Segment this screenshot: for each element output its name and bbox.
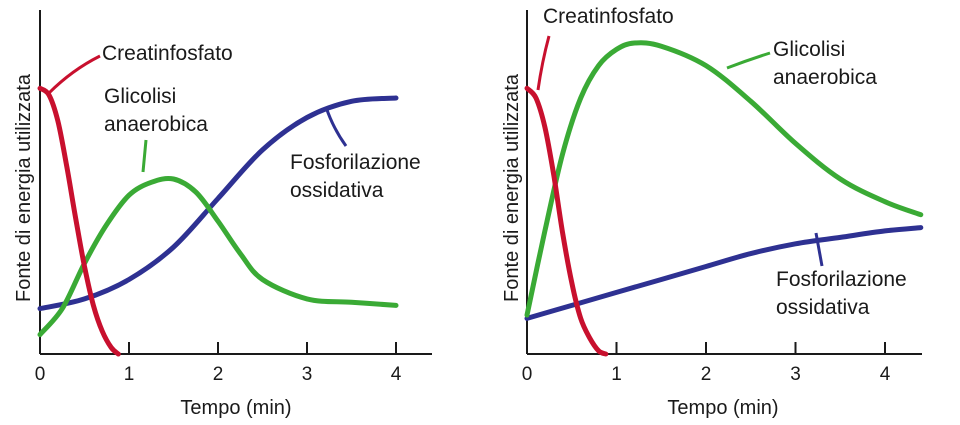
- series-line-fosforilazione-ossidativa: [524, 225, 924, 321]
- panel-right-chart: 0 1 2 3 4 Fonte di energia utilizzata Tempo …: [501, 5, 924, 419]
- x-tick-label-0: 0: [522, 364, 533, 385]
- leader-creatinfosfato: [47, 54, 101, 95]
- label-fosforilazione-line1: Fosforilazione: [776, 268, 907, 291]
- x-tick-label-4: 4: [391, 364, 402, 385]
- series-curves: [37, 85, 399, 357]
- x-tick-label-3: 3: [302, 364, 313, 385]
- x-tick-label-3: 3: [790, 364, 801, 385]
- leader-fosforilazione: [324, 106, 348, 147]
- label-glicolisi-line1: Glicolisi: [773, 38, 845, 61]
- series-line-fosforilazione-ossidativa: [37, 95, 399, 312]
- y-axis-label: Fonte di energia utilizzata: [13, 73, 35, 302]
- label-fosforilazione-line1: Fosforilazione: [290, 151, 421, 174]
- label-fosforilazione-line2: ossidativa: [776, 296, 870, 319]
- label-creatinfosfato: Creatinfosfato: [102, 42, 233, 65]
- series-line-glicolisi-anaerobica: [524, 40, 924, 318]
- x-ticks: 0 1 2 3 4: [35, 342, 402, 385]
- leader-creatinfosfato: [536, 35, 551, 91]
- x-tick-label-2: 2: [213, 364, 224, 385]
- leader-glicolisi: [726, 51, 771, 70]
- label-creatinfosfato: Creatinfosfato: [543, 5, 674, 28]
- x-tick-label-2: 2: [701, 364, 712, 385]
- label-glicolisi-line2: anaerobica: [104, 113, 208, 136]
- x-axis-label: Tempo (min): [180, 397, 291, 419]
- label-fosforilazione-line2: ossidativa: [290, 179, 384, 202]
- series-curves: [524, 40, 924, 357]
- label-glicolisi-line2: anaerobica: [773, 66, 877, 89]
- x-tick-label-0: 0: [35, 364, 46, 385]
- series-line-creatinfosfato: [524, 85, 609, 357]
- series-line-creatinfosfato: [37, 85, 121, 357]
- y-axis-label: Fonte di energia utilizzata: [501, 73, 523, 302]
- x-ticks: 0 1 2 3 4: [522, 342, 891, 385]
- series-line-glicolisi-anaerobica: [37, 175, 399, 338]
- leader-glicolisi: [141, 139, 148, 173]
- x-tick-label-1: 1: [124, 364, 135, 385]
- x-tick-label-1: 1: [611, 364, 622, 385]
- x-axis-label: Tempo (min): [667, 397, 778, 419]
- panel-left-chart: 0 1 2 3 4 Fonte di energia utilizzata Tempo …: [13, 10, 432, 419]
- leader-fosforilazione: [814, 232, 824, 267]
- x-tick-label-4: 4: [880, 364, 891, 385]
- label-glicolisi-line1: Glicolisi: [104, 85, 176, 108]
